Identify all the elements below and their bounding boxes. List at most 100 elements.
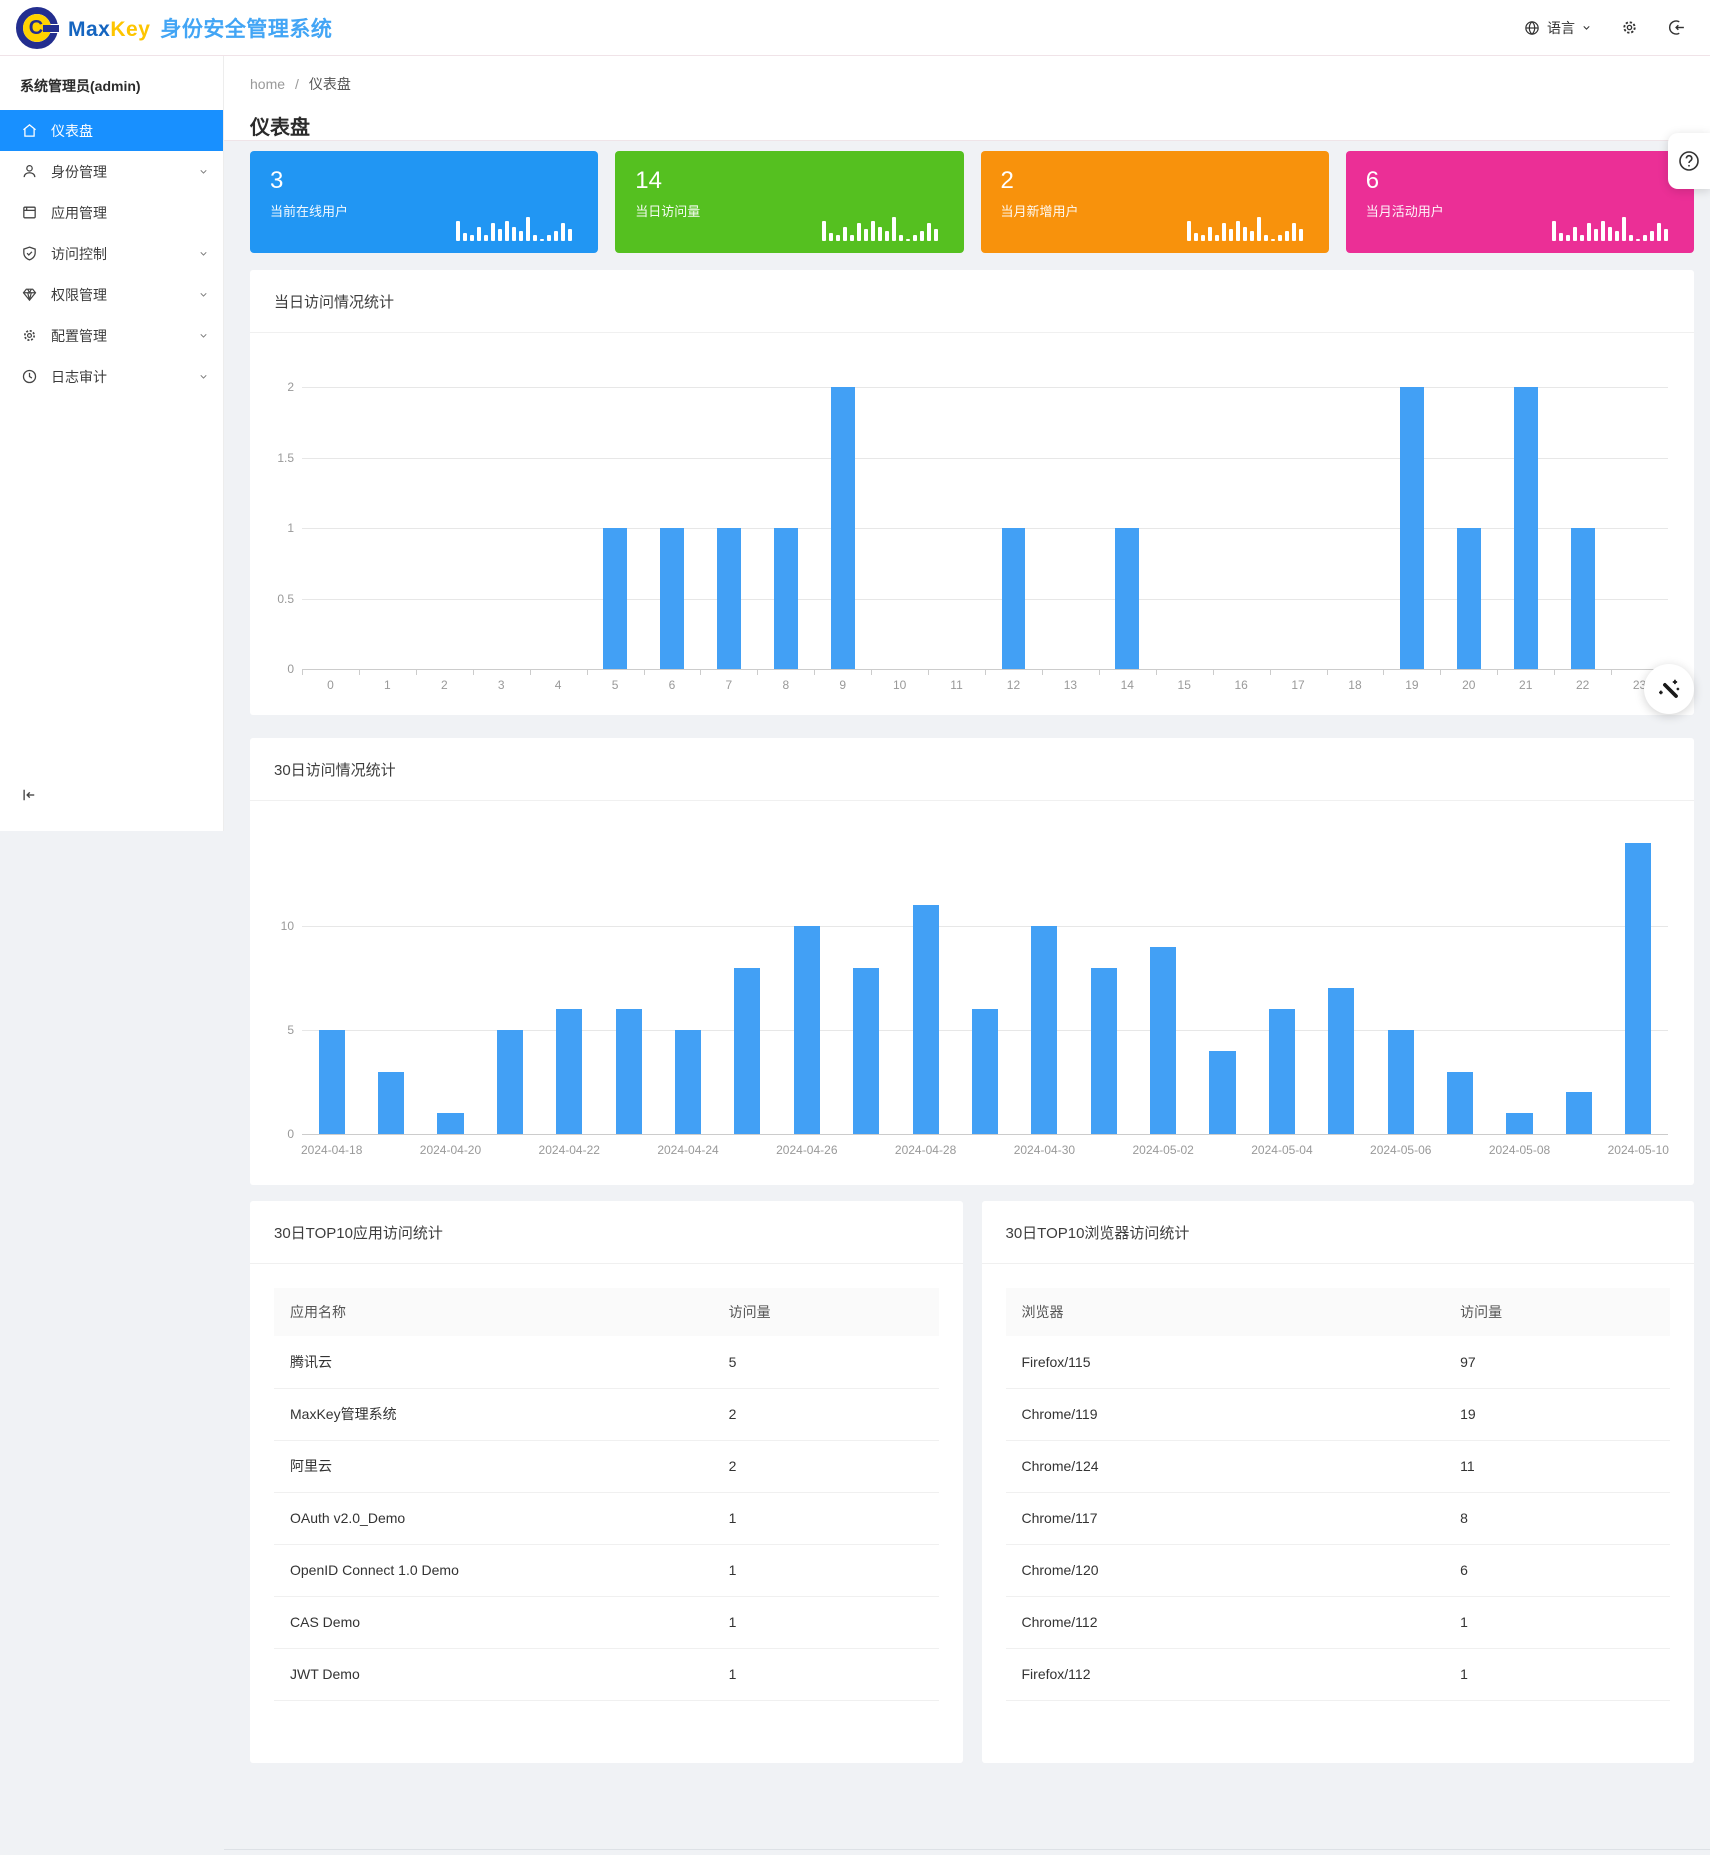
bar	[1399, 387, 1424, 669]
y-tick-label: 1.5	[277, 450, 294, 465]
x-axis-tick	[643, 670, 645, 675]
panel-title: 30日TOP10浏览器访问统计	[981, 1201, 1694, 1264]
x-axis-tick	[1497, 670, 1499, 675]
table-cell: 97	[1444, 1336, 1670, 1389]
bar	[1506, 1113, 1533, 1134]
bar	[1513, 387, 1538, 669]
clock-icon	[21, 368, 38, 385]
stat-card: 3 当前在线用户	[250, 151, 599, 253]
x-axis-tick	[757, 670, 759, 675]
logout-button[interactable]	[1667, 18, 1686, 37]
sidebar-item-gear[interactable]: 配置管理	[0, 315, 223, 356]
settings-button[interactable]	[1620, 18, 1639, 37]
x-axis-tick	[700, 670, 702, 675]
sidebar-item-label: 应用管理	[51, 204, 107, 221]
sidebar-user: 系统管理员(admin)	[20, 78, 141, 94]
y-tick-label: 5	[287, 1023, 294, 1037]
x-tick-label: 3	[497, 678, 505, 692]
x-axis-tick	[814, 670, 816, 675]
sidebar-item-gem[interactable]: 权限管理	[0, 274, 223, 315]
breadcrumb: home / 仪表盘	[250, 74, 1710, 94]
x-axis-tick	[415, 670, 417, 675]
shield-icon	[21, 245, 38, 262]
chevron-down-icon	[198, 371, 209, 382]
table-cell: OAuth v2.0_Demo	[274, 1492, 713, 1545]
logout-icon	[1667, 18, 1686, 37]
x-tick-label: 9	[839, 678, 847, 692]
x-axis-tick	[1098, 670, 1100, 675]
bar	[830, 387, 855, 669]
stat-label: 当月新增用户	[1000, 203, 1079, 219]
theme-wand-button[interactable]	[1644, 664, 1694, 714]
sidebar-item-shield[interactable]: 访问控制	[0, 233, 223, 274]
y-tick-label: 2	[287, 380, 294, 394]
panel-title: 当日访问情况统计	[250, 270, 1694, 333]
x-tick-label: 2024-04-20	[419, 1143, 482, 1157]
bar	[437, 1113, 464, 1134]
bar	[556, 1009, 583, 1134]
sidebar-item-app[interactable]: 应用管理	[0, 192, 223, 233]
gridline	[302, 457, 1668, 459]
help-button[interactable]	[1668, 133, 1710, 189]
table-cell: 11	[1444, 1440, 1670, 1493]
sidebar-item-home[interactable]: 仪表盘	[0, 110, 223, 151]
x-axis-tick	[586, 670, 588, 675]
chevron-down-icon	[198, 166, 209, 177]
table-cell: Chrome/124	[1005, 1440, 1445, 1493]
top-browsers-table: 浏览器 访问量 Firefox/115 97 Chrome/119 19 Chrome/1…	[1005, 1288, 1670, 1701]
sidebar-item-label: 日志审计	[51, 368, 107, 385]
table-cell: Chrome/112	[1005, 1596, 1445, 1649]
bar	[1387, 1030, 1414, 1134]
x-tick-label: 2024-04-30	[1013, 1143, 1076, 1157]
stat-value: 2	[1000, 167, 1014, 194]
top-bar: C Max Key 身份安全管理系统 语言	[0, 0, 1710, 56]
table-row: JWT Demo 1	[274, 1648, 939, 1701]
sidebar-collapse-button[interactable]	[20, 786, 38, 809]
x-tick-label: 2024-04-18	[300, 1143, 363, 1157]
gear-icon	[21, 327, 38, 344]
x-axis-tick	[1041, 670, 1043, 675]
x-tick-label: 2024-05-06	[1370, 1143, 1432, 1157]
table-row: Chrome/124 11	[1005, 1440, 1670, 1493]
brand-key: Key	[110, 17, 151, 41]
bar	[1001, 528, 1026, 669]
x-axis-tick	[1440, 670, 1442, 675]
bar	[1456, 528, 1481, 669]
bar	[773, 528, 798, 669]
sparkline-icon	[1552, 205, 1668, 241]
bar	[912, 905, 939, 1134]
table-cell: CAS Demo	[274, 1596, 713, 1649]
globe-icon	[1523, 19, 1541, 37]
x-tick-label: 2024-05-10	[1607, 1143, 1669, 1157]
sidebar-item-clock[interactable]: 日志审计	[0, 356, 223, 397]
y-tick-label: 0	[287, 1127, 294, 1141]
x-axis-tick	[928, 670, 930, 675]
x-tick-label: 0	[327, 678, 334, 692]
bar	[496, 1030, 523, 1134]
breadcrumb-home-link[interactable]: home	[250, 76, 286, 92]
table-row: Chrome/119 19	[1005, 1388, 1670, 1441]
bar	[1447, 1071, 1474, 1134]
x-tick-label: 12	[1006, 678, 1021, 692]
breadcrumb-current: 仪表盘	[308, 76, 351, 92]
x-axis-tick	[1611, 670, 1613, 675]
sparkline-icon	[821, 205, 938, 241]
bar	[853, 967, 880, 1134]
table-header: 访问量	[712, 1288, 939, 1336]
sidebar-item-user[interactable]: 身份管理	[0, 151, 223, 192]
table-cell: 1	[1444, 1648, 1670, 1701]
bar	[971, 1009, 999, 1134]
gear-icon	[1620, 18, 1639, 37]
table-cell: 2	[712, 1388, 939, 1441]
x-tick-label: 2024-04-26	[776, 1143, 838, 1157]
y-tick-label: 10	[280, 919, 294, 933]
table-cell: 1	[712, 1596, 939, 1649]
panel-title: 30日访问情况统计	[250, 738, 1694, 801]
bar	[734, 967, 761, 1134]
x-tick-label: 2024-04-24	[657, 1143, 719, 1157]
x-tick-label: 2024-05-02	[1132, 1143, 1194, 1157]
magic-wand-icon	[1656, 676, 1682, 702]
language-switcher[interactable]: 语言	[1523, 18, 1592, 38]
page-footer	[224, 1849, 1710, 1850]
table-header: 应用名称	[274, 1288, 713, 1336]
